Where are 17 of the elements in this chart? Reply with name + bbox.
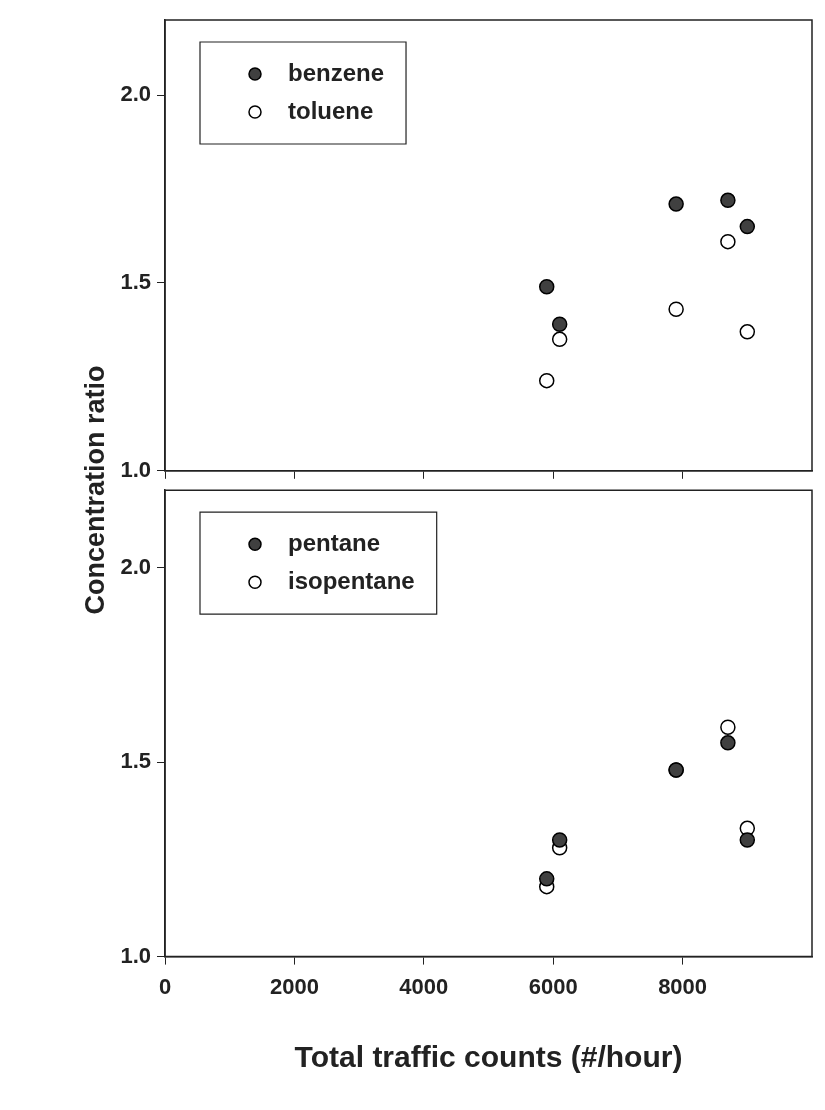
y-tick-label: 1.0: [120, 456, 151, 482]
legend-label: pentane: [288, 528, 381, 556]
y-tick-label: 1.5: [120, 269, 151, 295]
y-axis-title: Concentration ratio: [79, 365, 111, 615]
x-tick-label: 6000: [528, 973, 578, 999]
y-tick-label: 1.5: [120, 748, 151, 774]
legend-label: toluene: [288, 96, 374, 124]
x-tick-label: 2000: [269, 973, 319, 999]
x-tick-label: 4000: [399, 973, 449, 999]
x-axis-title: Total traffic counts (#/hour): [294, 1040, 683, 1074]
x-tick-label: 0: [158, 973, 172, 999]
y-tick-label: 2.0: [120, 554, 151, 579]
legend-label: isopentane: [288, 566, 415, 594]
y-tick-label: 1.0: [120, 942, 151, 968]
x-tick-label: 8000: [658, 973, 708, 999]
y-tick-label: 2.0: [120, 81, 151, 107]
legend-label: benzene: [288, 58, 385, 86]
